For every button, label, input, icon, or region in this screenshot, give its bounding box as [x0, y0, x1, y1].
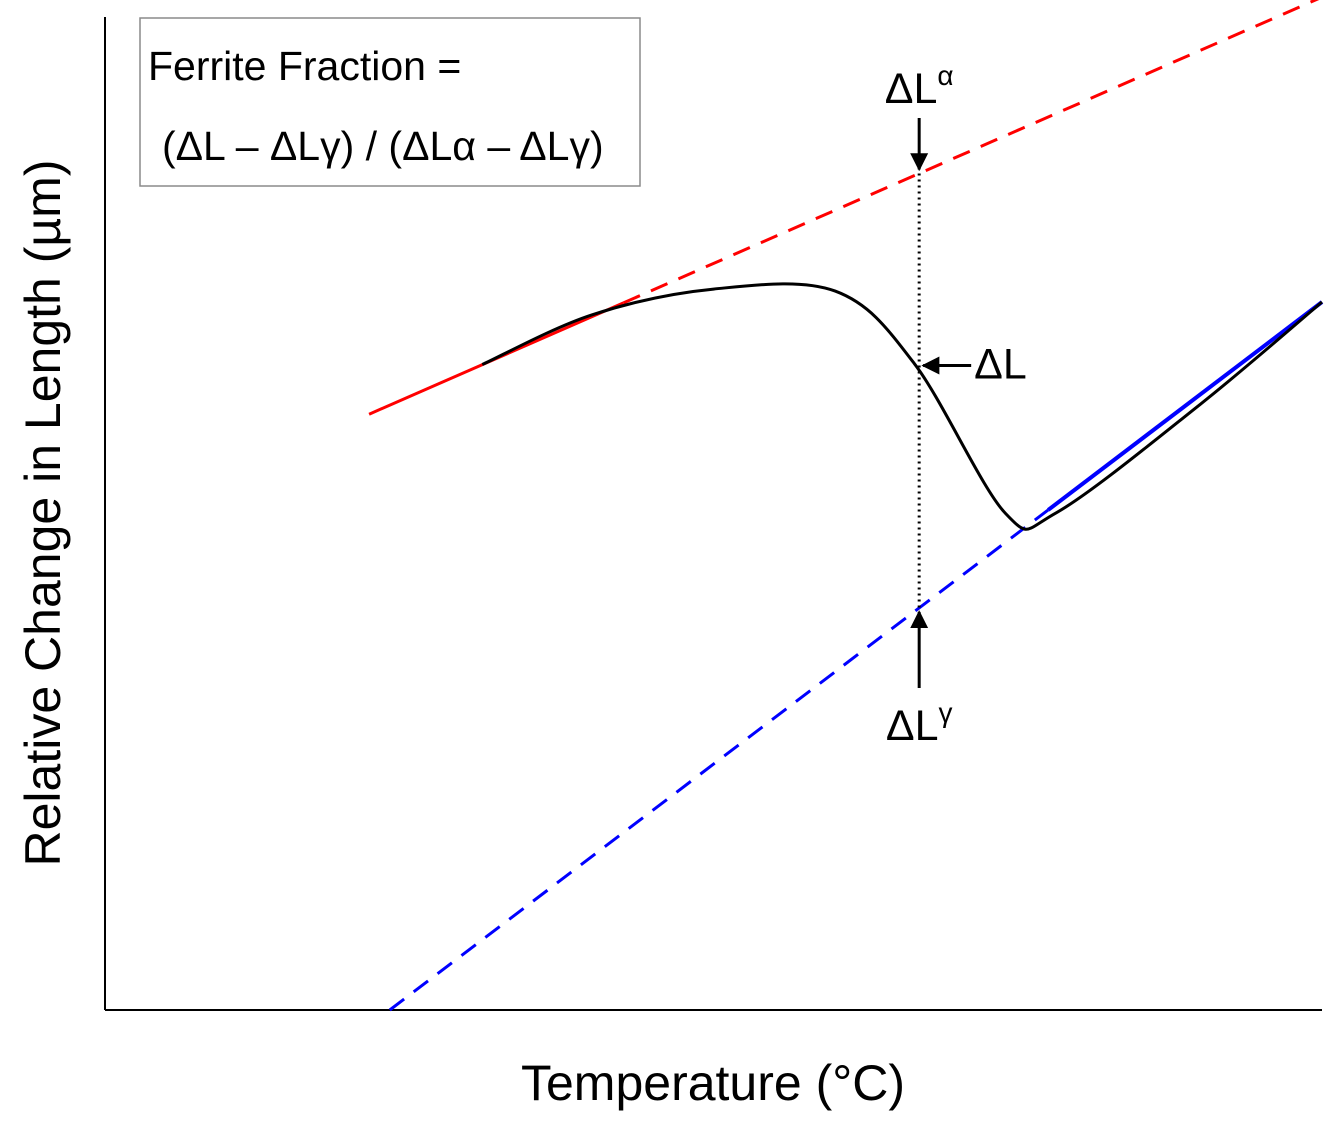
formula-line-1: Ferrite Fraction = [148, 43, 461, 89]
ferrite-line-dashed [622, 0, 1320, 305]
austenite-line-dashed [388, 508, 1050, 1012]
measured-curve [481, 282, 1323, 531]
annotations: ΔLα ΔL ΔLγ [885, 60, 1027, 750]
austenite-line-solid [1046, 300, 1324, 512]
formula-box: Ferrite Fraction = (ΔL – ΔLγ) / (ΔLα – Δ… [139, 17, 641, 187]
x-axis-title: Temperature (°C) [521, 1055, 905, 1111]
formula-line-2: (ΔL – ΔLγ) / (ΔLα – ΔLγ) [162, 123, 604, 169]
annotation-dL_gamma: ΔLγ [886, 697, 953, 750]
formula-box-frame [139, 17, 641, 187]
annotation-dL_alpha: ΔLα [885, 60, 954, 113]
y-axis-title: Relative Change in Length (µm) [15, 160, 71, 867]
annotation-dL: ΔL [974, 341, 1027, 389]
plot-area [368, 0, 1324, 1012]
